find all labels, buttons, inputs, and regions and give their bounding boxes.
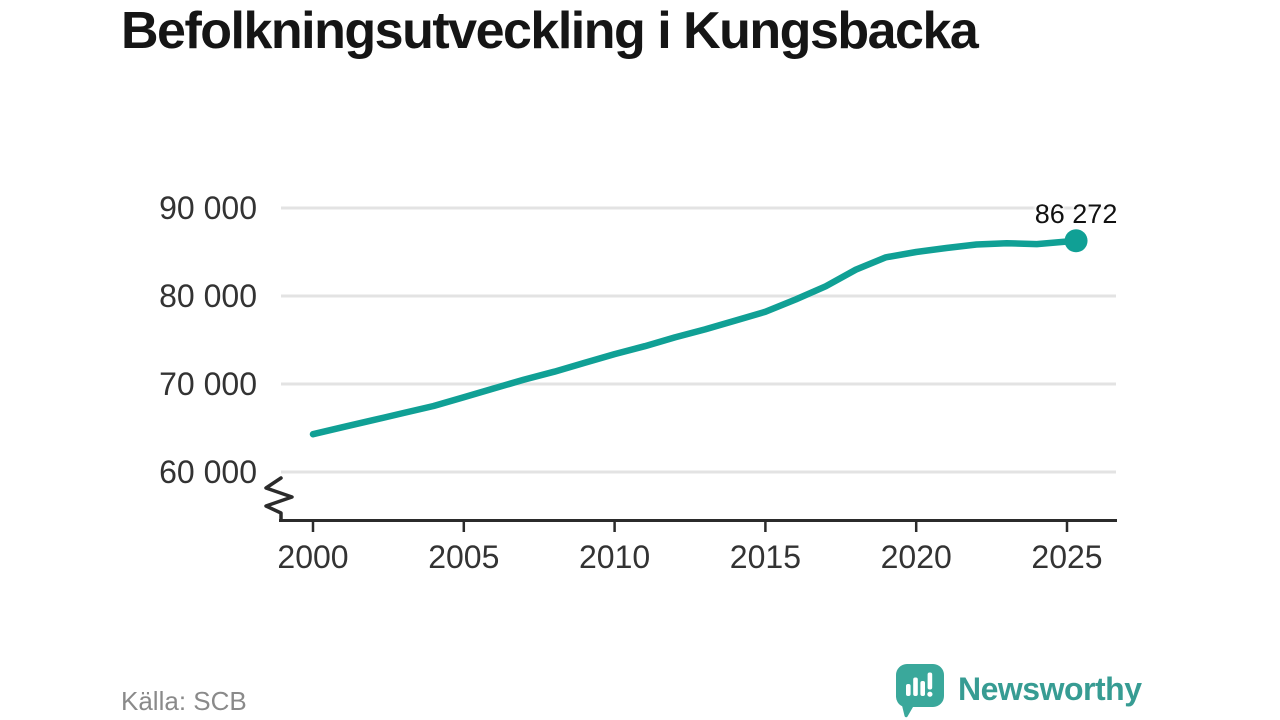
latest-value-label: 86 272	[1034, 198, 1118, 229]
trend-line	[309, 237, 1080, 438]
gridlines	[281, 206, 1116, 474]
data-point-dot	[1064, 229, 1088, 253]
x-tick-label: 2025	[1031, 539, 1103, 575]
x-axis-ticks	[311, 521, 1069, 532]
x-tick-label: 2020	[880, 539, 952, 575]
newsworthy-logo-text: Newsworthy	[958, 670, 1142, 707]
source-note: Källa: SCB	[121, 686, 247, 716]
x-tick-label: 2015	[729, 539, 801, 575]
x-tick-label: 2005	[428, 539, 500, 575]
y-tick-label: 90 000	[159, 190, 257, 226]
newsworthy-logo: Newsworthy	[896, 664, 1142, 718]
x-tick-label: 2010	[579, 539, 651, 575]
x-axis	[264, 476, 1117, 522]
y-tick-label: 60 000	[159, 454, 257, 490]
axis-break-icon	[264, 476, 294, 522]
y-tick-label: 80 000	[159, 278, 257, 314]
newsworthy-logo-icon	[896, 664, 944, 718]
chart-title: Befolkningsutveckling i Kungsbacka	[121, 2, 979, 60]
data-series	[309, 229, 1088, 438]
x-tick-label: 2000	[277, 539, 349, 575]
y-tick-label: 70 000	[159, 366, 257, 402]
